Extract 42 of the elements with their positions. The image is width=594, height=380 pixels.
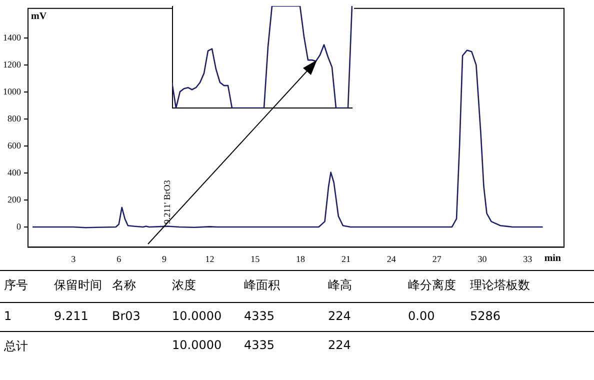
text: 224 [328, 338, 352, 354]
y-axis-title: mV [31, 10, 48, 22]
x-tick-label: 24 [386, 254, 396, 264]
y-tick-label: 600 [8, 140, 22, 150]
category-label: 理论塔板数 [470, 277, 531, 294]
category-label: 序号 [4, 277, 29, 294]
y-tick-label: 800 [8, 113, 22, 124]
text: 10.0000 [172, 338, 223, 354]
text: 10.0000 [172, 309, 223, 323]
x-tick-label: 3 [71, 254, 76, 264]
x-tick-label: 33 [523, 254, 533, 264]
y-tick-label: 400 [8, 167, 22, 178]
x-axis-title: min [544, 252, 562, 264]
text: 4335 [244, 309, 276, 323]
x-tick-label: 18 [296, 254, 306, 264]
y-tick-label: 1400 [3, 32, 22, 42]
category-label: 峰面积 [244, 277, 281, 294]
text: Br03 [112, 309, 142, 323]
x-tick-label: 12 [205, 254, 214, 264]
text: 224 [328, 309, 352, 323]
x-tick-label: 9 [162, 254, 168, 264]
category-label: 浓度 [172, 277, 197, 294]
text: 5286 [470, 309, 502, 323]
annotation: 9.211' BrO3 [162, 180, 172, 224]
category-label: 峰高 [328, 277, 353, 294]
text: 9.211 [54, 309, 90, 323]
y-tick-label: 1200 [3, 59, 22, 70]
text: 总计 [4, 338, 29, 355]
category-label: 保留时间 [54, 277, 103, 294]
x-tick-label: 15 [250, 254, 260, 264]
text: 0.00 [408, 309, 436, 323]
x-tick-label: 30 [478, 254, 488, 264]
x-tick-label: 27 [432, 254, 442, 264]
y-tick-label: 200 [8, 194, 22, 204]
x-tick-label: 21 [341, 254, 350, 264]
x-tick-label: 6 [116, 254, 122, 264]
y-tick-label: 1000 [3, 86, 22, 96]
y-tick-label: 0 [16, 221, 22, 232]
text: 1 [4, 309, 13, 323]
text: 4335 [244, 338, 276, 354]
category-label: 名称 [112, 277, 137, 294]
category-label: 峰分离度 [408, 277, 457, 294]
